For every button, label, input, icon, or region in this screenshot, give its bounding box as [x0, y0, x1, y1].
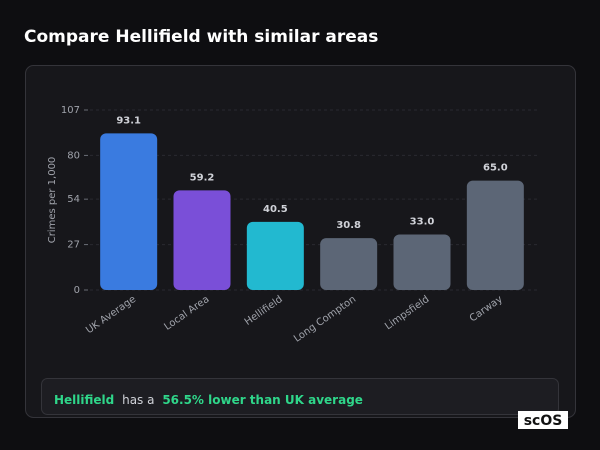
y-axis-label: Crimes per 1,000	[47, 157, 58, 244]
value-label: 65.0	[483, 163, 508, 174]
bar	[173, 190, 231, 290]
y-tick-label: 0	[74, 285, 80, 296]
summary-highlight: 56.5% lower than UK average	[162, 393, 363, 407]
value-label: 59.2	[190, 172, 215, 183]
page-title: Compare Hellifield with similar areas	[24, 27, 378, 47]
value-label: 40.5	[263, 204, 288, 215]
y-tick-label: 27	[67, 240, 80, 251]
bar	[100, 133, 158, 290]
value-label: 33.0	[410, 216, 435, 227]
logo: scOS	[524, 413, 563, 429]
value-label: 30.8	[336, 220, 361, 231]
bar	[466, 180, 524, 290]
logo-box	[518, 411, 568, 429]
summary-text: has a	[122, 393, 154, 407]
bar	[246, 221, 304, 290]
summary-area: Hellifield	[54, 393, 114, 407]
y-tick-label: 107	[61, 105, 80, 116]
bar	[393, 234, 451, 290]
summary-box	[41, 378, 559, 415]
summary: Hellifield has a 56.5% lower than UK ave…	[54, 393, 363, 407]
y-tick-label: 80	[67, 150, 80, 161]
value-label: 93.1	[116, 115, 141, 126]
bar	[320, 238, 378, 290]
y-tick-label: 54	[67, 194, 80, 205]
